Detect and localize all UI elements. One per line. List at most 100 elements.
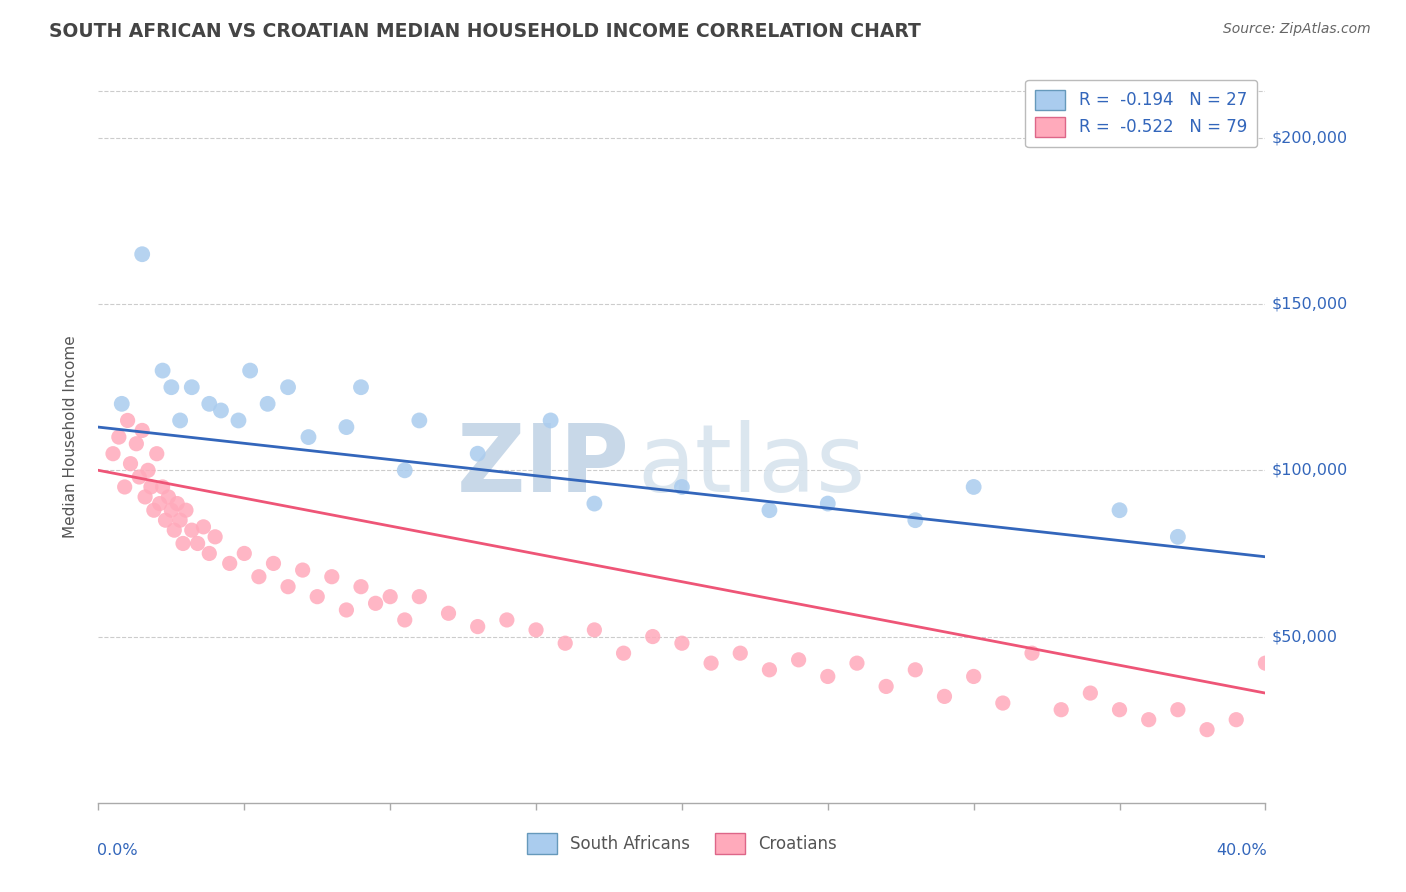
Point	[198, 397, 221, 411]
Point	[467, 447, 489, 461]
Text: SOUTH AFRICAN VS CROATIAN MEDIAN HOUSEHOLD INCOME CORRELATION CHART: SOUTH AFRICAN VS CROATIAN MEDIAN HOUSEHO…	[49, 22, 921, 41]
Point	[408, 590, 430, 604]
Point	[875, 680, 897, 694]
Point	[108, 430, 131, 444]
Point	[758, 503, 780, 517]
Point	[263, 557, 285, 571]
Point	[169, 413, 191, 427]
Point	[934, 690, 956, 704]
Point	[758, 663, 780, 677]
Point	[204, 530, 226, 544]
Point	[408, 413, 430, 427]
Point	[291, 563, 314, 577]
Point	[169, 513, 191, 527]
Point	[160, 380, 183, 394]
Point	[1137, 713, 1160, 727]
Point	[1197, 723, 1219, 737]
Legend: South Africans, Croatians: South Africans, Croatians	[520, 827, 844, 860]
Point	[1080, 686, 1102, 700]
Point	[218, 557, 240, 571]
Point	[671, 480, 693, 494]
Point	[350, 380, 373, 394]
Point	[247, 570, 270, 584]
Point	[125, 436, 148, 450]
Point	[152, 480, 174, 494]
Point	[157, 490, 180, 504]
Point	[155, 513, 177, 527]
Point	[174, 503, 197, 517]
Point	[394, 463, 416, 477]
Point	[496, 613, 519, 627]
Text: atlas: atlas	[637, 420, 866, 512]
Point	[180, 523, 202, 537]
Text: $100,000: $100,000	[1271, 463, 1347, 478]
Point	[1254, 656, 1277, 670]
Point	[380, 590, 402, 604]
Point	[1225, 713, 1247, 727]
Point	[146, 447, 169, 461]
Point	[120, 457, 142, 471]
Point	[209, 403, 232, 417]
Point	[467, 619, 489, 633]
Text: $150,000: $150,000	[1271, 297, 1347, 311]
Point	[142, 503, 165, 517]
Text: 40.0%: 40.0%	[1216, 843, 1267, 858]
Point	[817, 497, 839, 511]
Point	[128, 470, 150, 484]
Point	[846, 656, 869, 670]
Text: 0.0%: 0.0%	[97, 843, 138, 858]
Point	[114, 480, 136, 494]
Point	[524, 623, 547, 637]
Point	[1050, 703, 1073, 717]
Point	[198, 546, 221, 560]
Y-axis label: Median Household Income: Median Household Income	[63, 335, 77, 539]
Point	[554, 636, 576, 650]
Point	[228, 413, 250, 427]
Point	[149, 497, 172, 511]
Point	[152, 363, 174, 377]
Point	[904, 663, 927, 677]
Point	[117, 413, 139, 427]
Point	[187, 536, 209, 550]
Text: ZIP: ZIP	[457, 420, 630, 512]
Point	[163, 523, 186, 537]
Text: $200,000: $200,000	[1271, 130, 1347, 145]
Text: Source: ZipAtlas.com: Source: ZipAtlas.com	[1223, 22, 1371, 37]
Point	[131, 424, 153, 438]
Point	[136, 463, 159, 477]
Point	[180, 380, 202, 394]
Point	[991, 696, 1014, 710]
Point	[641, 630, 664, 644]
Point	[540, 413, 562, 427]
Point	[172, 536, 194, 550]
Point	[111, 397, 134, 411]
Point	[160, 503, 183, 517]
Point	[335, 420, 357, 434]
Point	[962, 480, 984, 494]
Point	[166, 497, 188, 511]
Point	[1108, 703, 1130, 717]
Point	[700, 656, 723, 670]
Point	[787, 653, 810, 667]
Point	[904, 513, 927, 527]
Point	[297, 430, 319, 444]
Point	[134, 490, 156, 504]
Point	[1108, 503, 1130, 517]
Point	[256, 397, 278, 411]
Point	[671, 636, 693, 650]
Point	[233, 546, 256, 560]
Point	[394, 613, 416, 627]
Point	[1167, 703, 1189, 717]
Point	[817, 669, 839, 683]
Point	[139, 480, 162, 494]
Point	[730, 646, 752, 660]
Point	[101, 447, 124, 461]
Point	[131, 247, 153, 261]
Point	[364, 596, 387, 610]
Point	[277, 380, 299, 394]
Point	[613, 646, 636, 660]
Point	[437, 607, 460, 621]
Point	[321, 570, 343, 584]
Point	[583, 497, 606, 511]
Point	[583, 623, 606, 637]
